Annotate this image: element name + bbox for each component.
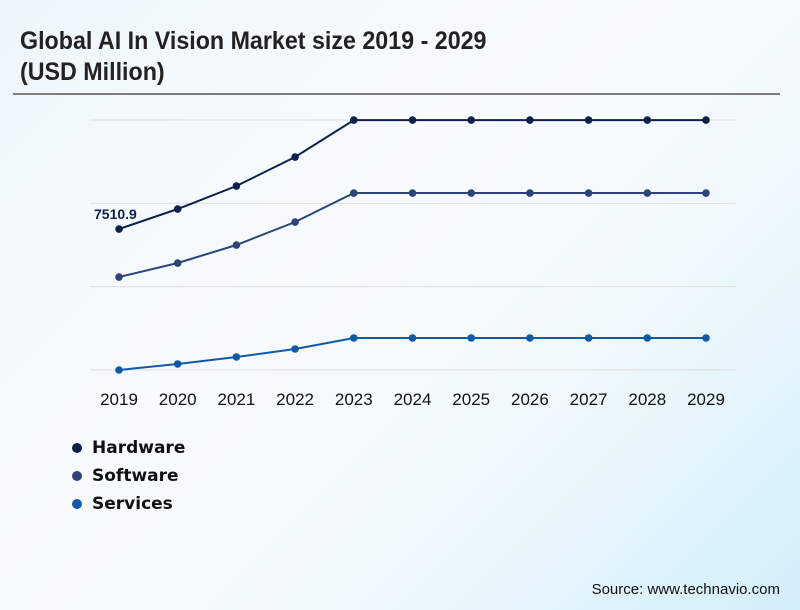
data-point-software [526,189,534,197]
data-point-hardware [291,153,299,161]
x-tick-label: 2024 [394,390,432,409]
x-tick-label: 2022 [276,390,314,409]
data-point-software [350,189,358,197]
x-tick-label: 2028 [628,390,666,409]
data-point-services [350,334,358,342]
annotations: 7510.9 [94,206,137,222]
data-point-hardware [526,116,534,124]
x-tick-label: 2021 [217,390,255,409]
x-tick-label: 2019 [100,390,138,409]
legend-label: Services [92,494,173,514]
legend-marker-icon [72,443,82,453]
data-point-services [584,334,593,342]
source-note: Source: www.technavio.com [591,581,780,598]
data-point-hardware [643,116,652,124]
x-tick-label: 2027 [570,390,608,409]
data-point-services [115,366,123,374]
data-point-hardware [232,182,241,190]
legend-marker-icon [72,471,82,481]
x-tick-label: 2029 [687,390,725,409]
data-point-services [408,334,417,342]
data-point-services [291,345,299,353]
legend-item-services: Services [72,490,185,518]
series-line-hardware [118,119,706,230]
data-point-hardware [173,205,182,213]
legend-marker-icon [72,499,82,509]
data-point-services [232,353,241,361]
legend-item-hardware: Hardware [72,434,185,462]
data-point-software [408,189,417,197]
legend-label: Hardware [92,438,186,458]
x-tick-label: 2023 [335,390,373,409]
data-point-software [467,189,476,197]
data-point-software [643,189,652,197]
data-point-software [232,241,241,249]
data-point-hardware [702,116,710,124]
title-divider [13,93,780,95]
data-point-software [115,273,123,281]
data-point-services [526,334,534,342]
data-point-hardware [350,116,358,124]
data-point-services [643,334,652,342]
chart-title-line1: Global AI In Vision Market size 2019 - 2… [20,27,487,55]
legend-item-software: Software [72,462,185,490]
legend: Hardware Software Services [72,434,185,518]
data-point-services [467,334,476,342]
data-point-hardware [408,116,417,124]
chart-title: Global AI In Vision Market size 2019 - 2… [20,26,486,88]
data-point-hardware [115,225,123,233]
data-point-software [702,189,710,197]
gridlines [90,119,736,371]
series-group [115,116,710,374]
chart-title-line2: (USD Million) [20,58,165,86]
data-point-software [173,259,182,267]
x-tick-label: 2026 [511,390,549,409]
x-tick-label: 2025 [452,390,490,409]
data-point-services [702,334,710,342]
series-line-services [118,337,706,371]
data-point-software [291,218,299,226]
data-point-services [173,360,182,368]
series-line-software [118,192,706,278]
data-point-software [584,189,593,197]
x-tick-label: 2020 [159,390,197,409]
x-axis-ticks: 2019 2020 2021 2022 2023 2024 2025 2026 2027 2028… [100,390,725,409]
legend-label: Software [92,466,179,486]
data-point-hardware [467,116,476,124]
data-point-hardware [584,116,593,124]
data-label: 7510.9 [94,206,137,222]
